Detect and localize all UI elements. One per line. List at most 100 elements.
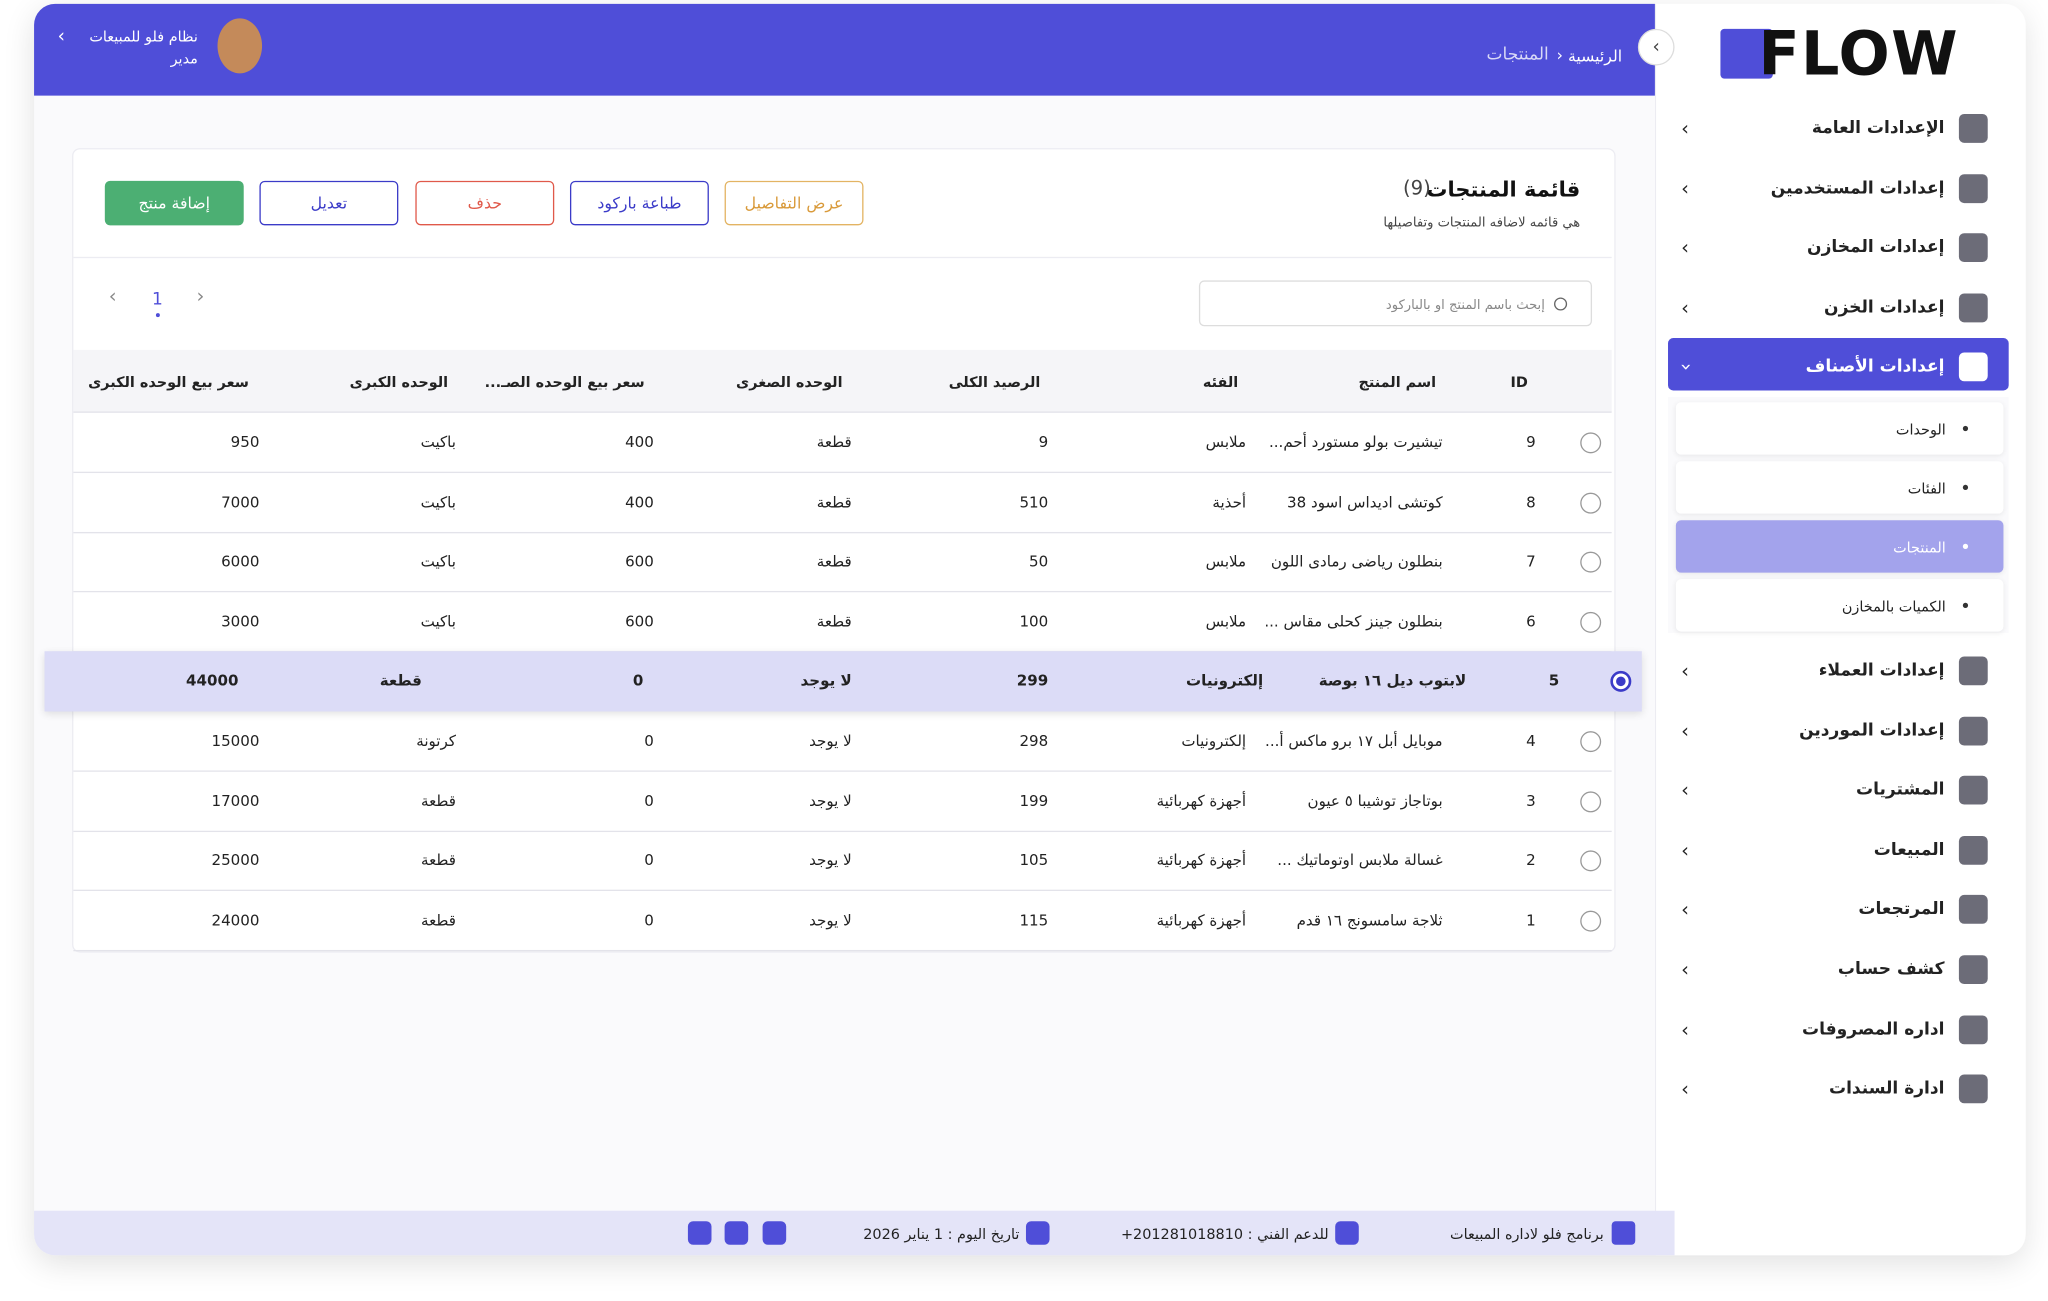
search-box[interactable] — [1198, 280, 1593, 327]
submenu-item[interactable]: المنتجات — [1893, 539, 1946, 557]
table-cell: 8 — [1526, 492, 1536, 511]
action-button[interactable]: عرض التفاصيل — [724, 180, 864, 226]
submenu-card[interactable] — [1675, 579, 2004, 632]
row-radio[interactable] — [1610, 671, 1632, 693]
table-cell: 6000 — [221, 552, 260, 571]
collapse-button[interactable]: ‹ — [1637, 28, 1675, 66]
table-cell: 0 — [644, 791, 654, 810]
table-cell: لا يوجد — [809, 910, 852, 930]
submenu-card[interactable] — [1675, 461, 2004, 514]
table-cell: 950 — [230, 432, 260, 452]
row-radio[interactable] — [1580, 432, 1602, 454]
table-cell: ملابس — [1205, 432, 1247, 452]
row-radio[interactable] — [1580, 910, 1602, 932]
row-radio[interactable] — [1580, 850, 1602, 872]
row-radio[interactable] — [1580, 731, 1602, 753]
row-radio[interactable] — [1580, 551, 1602, 573]
column-header: الفئه — [1202, 374, 1239, 392]
table-cell: قطعة — [421, 850, 456, 870]
footer-date-icon — [1025, 1221, 1050, 1245]
submenu-item[interactable]: الوحدات — [1895, 421, 1946, 439]
column-header: ID — [1510, 374, 1528, 392]
table-cell: 199 — [1019, 791, 1049, 810]
column-header: سعر بيع الوحده الصـ... — [484, 374, 645, 392]
sidebar-item[interactable]: الإعدادات العامة — [1811, 118, 1945, 139]
action-button[interactable]: حذف — [415, 180, 555, 226]
row-radio[interactable] — [1580, 790, 1602, 812]
sidebar-chevron: ‹ — [1681, 295, 1689, 320]
submenu-item[interactable]: الفئات — [1907, 480, 1946, 498]
table-cell: قطعة — [816, 432, 852, 452]
sidebar-icon — [1958, 1074, 1988, 1104]
submenu-card[interactable] — [1675, 520, 2004, 573]
footer-logo — [1611, 1221, 1636, 1245]
sidebar-item[interactable]: إعدادات العملاء — [1818, 661, 1945, 681]
table-cell: ثلاجة سامسونج ١٦ قدم — [1296, 910, 1443, 930]
page-current[interactable]: 1 — [151, 290, 163, 310]
action-button[interactable]: إضافة منتج — [104, 180, 244, 226]
action-button[interactable]: طباعة باركود — [569, 180, 709, 226]
sidebar-chevron: ‹ — [1681, 1017, 1689, 1042]
sidebar-item[interactable]: اداره المصروفات — [1801, 1019, 1945, 1040]
submenu-card[interactable] — [1675, 402, 2004, 455]
sidebar-item[interactable]: إعدادات المستخدمين — [1770, 178, 1945, 198]
page-prev[interactable]: ‹ — [108, 284, 117, 308]
table-cell: 115 — [1019, 910, 1049, 930]
table-cell: 3000 — [221, 611, 260, 631]
sidebar-item[interactable]: المبيعات — [1873, 840, 1945, 860]
sidebar-item[interactable]: إعدادات الخزن — [1824, 297, 1945, 318]
table-cell: بنطلون جينز كحلى مقاس ... — [1264, 611, 1443, 631]
sidebar-item[interactable]: إعدادات الأصناف — [1805, 357, 1945, 378]
sidebar-active-bg — [1668, 338, 2009, 391]
table-cell: ملابس — [1205, 611, 1247, 631]
submenu-dot — [1962, 484, 1969, 491]
search-icon — [1554, 297, 1568, 311]
submenu-dot — [1962, 425, 1969, 432]
sidebar-icon — [1958, 1014, 1988, 1044]
sidebar-chevron: ‹ — [1681, 838, 1689, 862]
row-divider — [73, 830, 1612, 832]
row-divider — [73, 471, 1612, 474]
sidebar-item[interactable]: إعدادات الموردين — [1799, 720, 1945, 741]
table-cell: أجهزة كهربائية — [1156, 910, 1247, 930]
table-cell: بوتاجاز توشيبا ٥ عيون — [1307, 791, 1443, 810]
social-icon[interactable] — [724, 1221, 749, 1245]
table-cell: 400 — [625, 492, 654, 511]
table-cell: 2 — [1526, 850, 1536, 870]
table-cell: 7000 — [221, 492, 260, 511]
sidebar-icon — [1958, 113, 1988, 143]
page-count: (9) — [1402, 176, 1431, 200]
action-button[interactable]: تعديل — [259, 180, 399, 226]
sidebar-icon — [1958, 835, 1988, 865]
sidebar-chevron: ‹ — [1673, 363, 1697, 372]
table-cell: 24000 — [211, 910, 260, 930]
table-cell: 100 — [1019, 611, 1049, 631]
sidebar-item[interactable]: كشف حساب — [1837, 959, 1945, 980]
table-cell: 9 — [1526, 432, 1536, 452]
sidebar-chevron: ‹ — [1681, 659, 1689, 683]
row-divider — [73, 770, 1612, 772]
sidebar-item[interactable]: المشتريات — [1856, 780, 1945, 801]
row-radio[interactable] — [1580, 611, 1602, 633]
table-cell: لا يوجد — [809, 731, 852, 750]
sidebar-icon — [1958, 775, 1988, 805]
sidebar-item[interactable]: المرتجعات — [1858, 900, 1945, 920]
sidebar-item[interactable]: ادارة السندات — [1828, 1079, 1945, 1099]
sidebar-chevron: ‹ — [1681, 778, 1689, 803]
table-cell: باكيت — [420, 552, 456, 571]
logo: FLOW — [1758, 18, 1959, 90]
breadcrumb-home[interactable]: الرئيسية — [1567, 47, 1623, 66]
page-subtitle: هي قائمه لاضافه المنتجات وتفاصيلها — [1383, 216, 1581, 231]
sidebar-icon — [1958, 233, 1988, 263]
column-header: الوحده الكبرى — [349, 374, 449, 392]
social-icon[interactable] — [687, 1221, 712, 1245]
social-icon[interactable] — [762, 1221, 787, 1245]
avatar — [217, 18, 263, 74]
sidebar-item[interactable]: إعدادات المخازن — [1807, 238, 1945, 258]
submenu-item[interactable]: الكميات بالمخازن — [1841, 598, 1946, 616]
header-arrow[interactable]: ‹ — [57, 26, 66, 48]
row-radio[interactable] — [1580, 492, 1602, 514]
page-next[interactable]: › — [196, 284, 205, 308]
table-cell: لا يوجد — [809, 850, 852, 870]
table-cell: 1 — [1526, 910, 1536, 930]
